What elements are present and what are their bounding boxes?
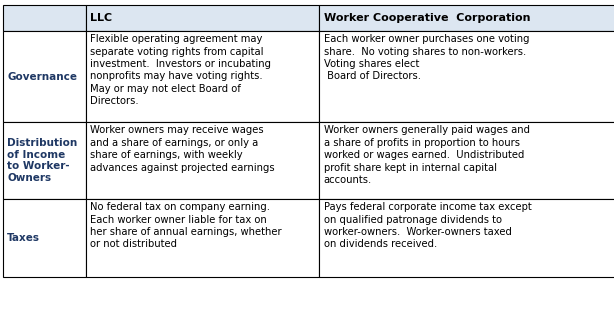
Bar	[319, 31, 614, 122]
Text: Flexible operating agreement may
separate voting rights from capital
investment.: Flexible operating agreement may separat…	[90, 34, 271, 106]
Bar	[86, 199, 319, 277]
Text: No federal tax on company earning.
Each worker owner liable for tax on
her share: No federal tax on company earning. Each …	[90, 202, 282, 249]
Bar	[319, 199, 614, 277]
Bar	[3, 31, 86, 122]
Text: Distribution
of Income
to Worker-
Owners: Distribution of Income to Worker- Owners	[7, 138, 77, 183]
Text: Worker owners may receive wages
and a share of earnings, or only a
share of earn: Worker owners may receive wages and a sh…	[90, 125, 275, 172]
Text: LLC: LLC	[90, 13, 112, 23]
Bar	[3, 5, 86, 31]
Text: Taxes: Taxes	[7, 233, 41, 243]
Text: Worker Cooperative  Corporation: Worker Cooperative Corporation	[324, 13, 530, 23]
Bar	[86, 31, 319, 122]
Bar	[319, 5, 614, 31]
Text: Worker owners generally paid wages and
a share of profits in proportion to hours: Worker owners generally paid wages and a…	[324, 125, 530, 185]
Bar	[3, 122, 86, 199]
Bar	[86, 122, 319, 199]
Text: Pays federal corporate income tax except
on qualified patronage dividends to
wor: Pays federal corporate income tax except…	[324, 202, 531, 249]
Bar	[86, 5, 319, 31]
Text: Each worker owner purchases one voting
share.  No voting shares to non-workers.
: Each worker owner purchases one voting s…	[324, 34, 529, 81]
Bar	[3, 199, 86, 277]
Bar	[319, 122, 614, 199]
Text: Governance: Governance	[7, 72, 77, 82]
